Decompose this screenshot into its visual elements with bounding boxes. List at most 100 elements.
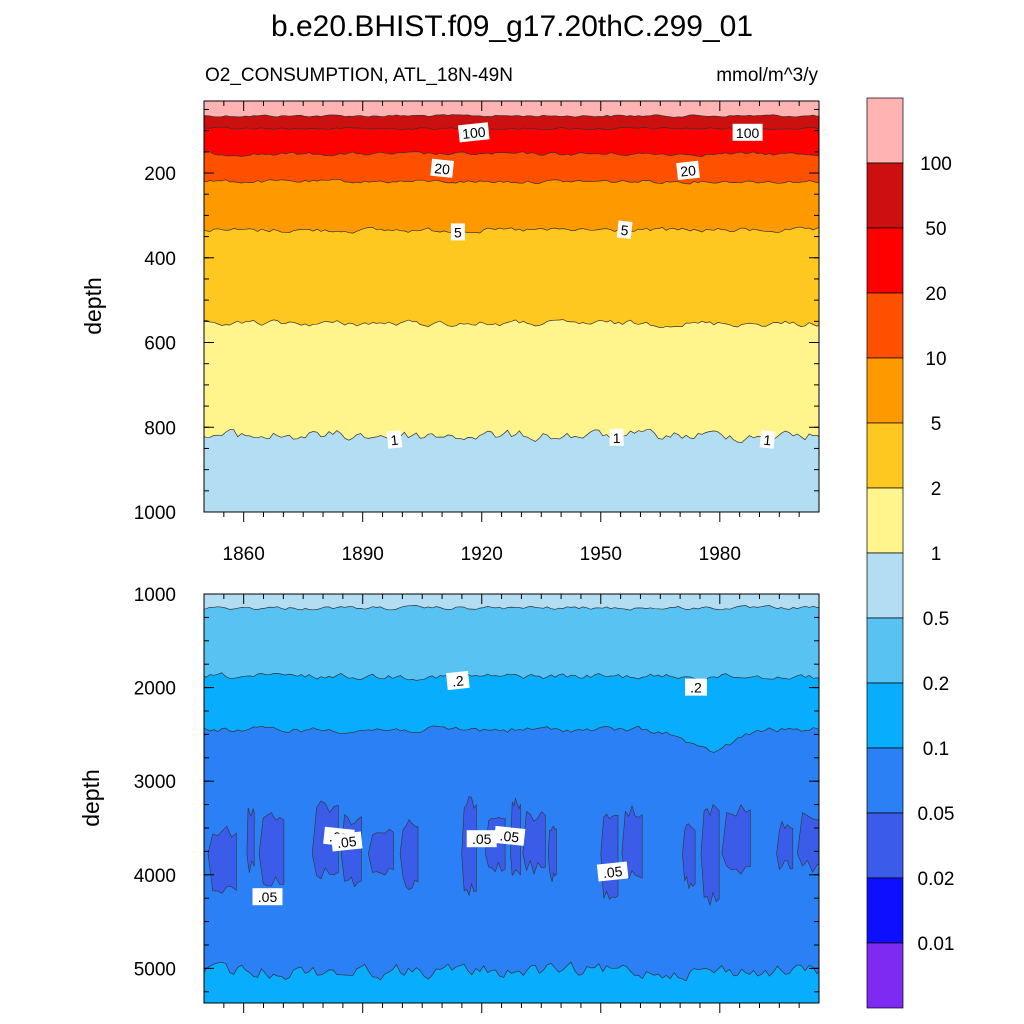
bottom-band xyxy=(204,594,819,611)
colorbar-label: 0.05 xyxy=(918,804,955,825)
bottom-contour-line xyxy=(204,725,819,753)
bottom-contour-patch xyxy=(682,823,696,890)
y-tick-label: 1000 xyxy=(134,585,176,606)
contour-label-box xyxy=(732,123,763,141)
bottom-contour-line xyxy=(204,672,819,681)
contour-label-box xyxy=(450,223,465,241)
top-contour-line xyxy=(204,178,819,185)
bottom-contour-patch xyxy=(522,810,546,876)
contour-label-box xyxy=(330,831,363,852)
contour-label: .05 xyxy=(330,831,363,852)
bottom-contour-patch xyxy=(207,825,237,894)
x-tick-label: 1950 xyxy=(580,544,622,565)
top-contour-line xyxy=(204,226,819,234)
contour-label-text: 5 xyxy=(620,222,630,239)
colorbar: 0.01 0.02 0.05 0.1 0.2 0.5 1 2 5 10 20 50 100 xyxy=(866,97,955,1009)
contour-label-box xyxy=(493,825,526,846)
colorbar-swatch xyxy=(866,552,904,619)
colorbar-label: 1 xyxy=(931,544,942,565)
contour-label-box xyxy=(609,428,624,446)
contour-label-text: .05 xyxy=(258,889,278,905)
x-tick-label: 1980 xyxy=(699,544,741,565)
top-contour-line xyxy=(204,126,819,131)
bottom-contour-patch xyxy=(797,812,819,873)
contour-label-text: .05 xyxy=(336,833,357,851)
contour-label-box xyxy=(446,670,470,691)
bottom-contour-labels: .2.2.05.05.05.05.05.05 xyxy=(252,670,707,906)
contour-label-text: .05 xyxy=(602,863,623,881)
colorbar-swatch xyxy=(866,292,904,359)
bottom-contour-patch xyxy=(721,804,751,875)
colorbar-label: 0.02 xyxy=(918,869,955,890)
colorbar-swatch xyxy=(866,877,904,944)
colorbar-label: 50 xyxy=(925,219,946,240)
contour-label-box xyxy=(466,830,497,848)
colorbar-swatch xyxy=(866,422,904,489)
top-plot-frame xyxy=(203,100,820,513)
colorbar-label: 0.01 xyxy=(918,934,955,955)
contour-label-text: 20 xyxy=(680,162,697,180)
top-band xyxy=(204,101,819,118)
contour-label: 1 xyxy=(386,430,403,449)
bottom-contour-patch xyxy=(258,812,285,887)
y-tick-label: 800 xyxy=(144,418,176,439)
colorbar-swatch xyxy=(866,487,904,554)
bottom-contour-patch xyxy=(547,825,557,882)
y-tick-label: 1000 xyxy=(134,503,176,524)
bottom-contour-patch xyxy=(340,813,362,888)
contour-label-text: .05 xyxy=(499,827,520,845)
colorbar-label: 0.2 xyxy=(923,674,949,695)
bottom-x-axis xyxy=(223,594,800,1013)
top-contour-line xyxy=(204,428,819,444)
colorbar-label: 20 xyxy=(925,284,946,305)
colorbar-swatch xyxy=(866,227,904,294)
bottom-plot-frame xyxy=(203,593,820,1004)
colorbar-label: 10 xyxy=(925,349,946,370)
contour-label-box xyxy=(252,888,283,906)
colorbar-label: 2 xyxy=(931,479,942,500)
bottom-contour-patch xyxy=(399,819,419,891)
contour-label: 1 xyxy=(609,428,624,446)
top-y-axis: 200 400 600 800 1000 xyxy=(134,108,819,524)
y-tick-label: 200 xyxy=(144,164,176,185)
colorbar-swatch xyxy=(866,812,904,879)
bottom-contour-line xyxy=(204,605,819,611)
contour-label: 1 xyxy=(759,430,776,449)
contour-label-text: 100 xyxy=(461,124,486,142)
contour-label-box xyxy=(676,160,700,181)
colorbar-swatch xyxy=(866,97,904,164)
contour-label-text: 100 xyxy=(736,125,760,141)
contour-label: .05 xyxy=(493,825,526,846)
contour-label: .05 xyxy=(466,830,497,848)
contour-label: .2 xyxy=(685,678,707,696)
top-x-axis: 1860 1890 1920 1950 1980 xyxy=(223,101,800,565)
bottom-contour-patch xyxy=(700,803,720,907)
contour-label: 5 xyxy=(450,223,465,241)
bottom-contour-patch xyxy=(600,813,619,900)
top-contour-line xyxy=(204,114,819,118)
top-contour-line xyxy=(204,319,819,329)
y-tick-label: 600 xyxy=(144,334,176,355)
contour-label-box xyxy=(596,861,629,882)
bottom-contour-patch xyxy=(246,807,255,873)
top-contour-labels: 100 100 20 20 5 5 1 1 1 xyxy=(386,122,776,449)
top-contour-fills xyxy=(204,101,819,512)
top-y-axis-label: depth xyxy=(80,277,106,335)
bottom-band xyxy=(204,594,819,681)
contour-label-text: 5 xyxy=(454,224,462,240)
contour-label-box xyxy=(685,678,707,696)
contour-label-box xyxy=(759,430,776,449)
bottom-contour-patch xyxy=(621,805,643,880)
colorbar-swatch xyxy=(866,162,904,229)
bottom-contour-patch xyxy=(367,828,394,876)
contour-label-box xyxy=(386,430,403,449)
colorbar-label: 0.5 xyxy=(923,609,949,630)
colorbar-swatch xyxy=(866,357,904,424)
contour-label: 100 xyxy=(732,123,763,141)
contour-label-text: 1 xyxy=(390,432,400,449)
contour-label-text: 1 xyxy=(763,432,773,449)
chart-title: b.e20.BHIST.f09_g17.20thC.299_01 xyxy=(271,10,753,43)
contour-label-text: .2 xyxy=(451,672,464,689)
contour-label: 5 xyxy=(616,220,633,239)
